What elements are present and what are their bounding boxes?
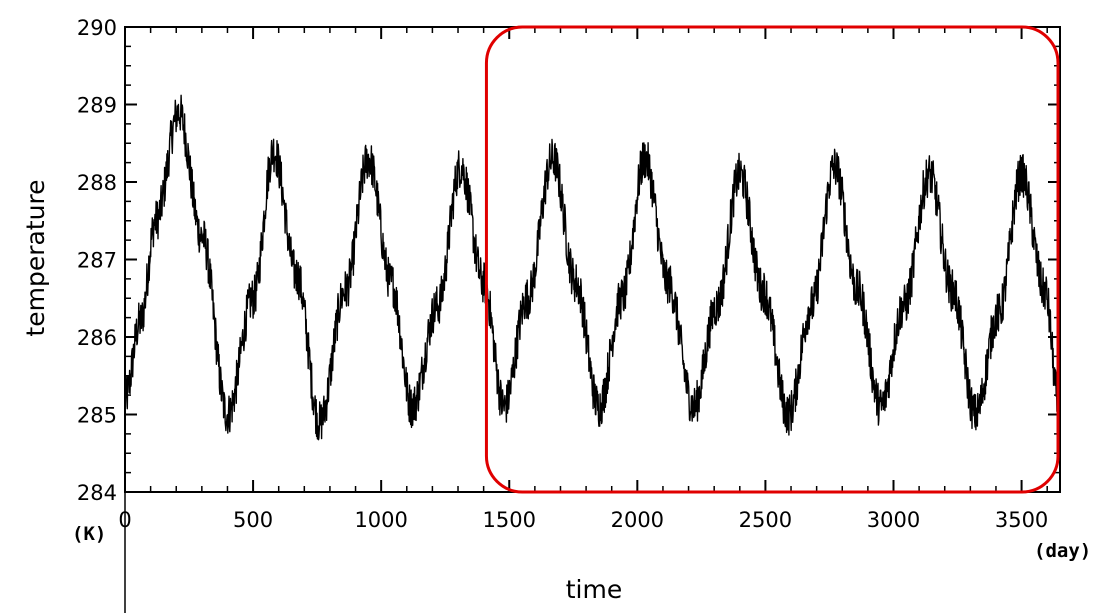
plot-frame <box>124 26 1061 493</box>
y-unit-label: (K) <box>72 523 106 545</box>
x-tick-label: 3500 <box>995 508 1048 532</box>
y-tick-label: 287 <box>77 249 117 273</box>
y-tick-label: 286 <box>77 326 117 350</box>
y-tick-label: 284 <box>77 481 117 505</box>
y-tick-label: 285 <box>77 404 117 428</box>
x-axis-title: time <box>566 575 622 604</box>
y-tick-label: 288 <box>77 171 117 195</box>
x-tick-label: 1500 <box>483 508 536 532</box>
y-tick-label: 290 <box>77 16 117 40</box>
x-tick-label: 2000 <box>611 508 664 532</box>
y-tick-labels: 284 285 286 287 288 289 290 <box>77 16 117 505</box>
annotation-group <box>484 25 1060 494</box>
x-tick-labels: 0 500 1000 1500 2000 2500 3000 3500 <box>118 508 1048 532</box>
series-group <box>124 94 1061 441</box>
y-axis-title: temperature <box>21 179 50 336</box>
x-unit-label: (day) <box>1034 540 1091 562</box>
x-tick-label: 1000 <box>354 508 407 532</box>
highlight-box <box>484 25 1060 494</box>
x-tick-label: 2500 <box>739 508 792 532</box>
x-tick-label: 3000 <box>867 508 920 532</box>
x-tick-label: 500 <box>233 508 273 532</box>
temperature-series-line <box>124 94 1061 441</box>
axis-ticks <box>124 26 1060 493</box>
y-tick-label: 289 <box>77 94 117 118</box>
